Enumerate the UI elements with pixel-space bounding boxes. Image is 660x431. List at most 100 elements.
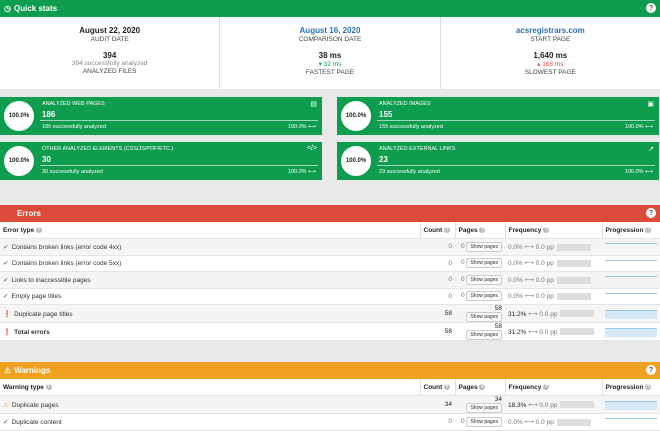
card-other-elements[interactable]: 100.0% OTHER ANALYZED ELEMENTS (CSS/JS/P… <box>0 142 322 180</box>
errors-header: ❗ Errors ? <box>0 205 660 222</box>
quick-stats-title: Quick stats <box>13 4 58 13</box>
col-frequency[interactable]: Frequency ? <box>505 222 603 239</box>
check-icon: ✔ <box>3 276 9 284</box>
show-pages-button[interactable]: Show pages <box>466 312 502 322</box>
warning-icon: ⚠ <box>4 366 12 375</box>
analyzed-files-label: ANALYZED FILES <box>82 68 137 75</box>
show-pages-button[interactable]: Show pages <box>466 416 502 427</box>
progression-sparkline <box>605 276 657 285</box>
progress-circle: 100.0% <box>341 146 371 176</box>
help-icon[interactable]: ? <box>646 365 656 375</box>
table-row[interactable]: ✔ Links to inaccessible pages 0 0 Show pa… <box>0 271 660 289</box>
col-warning-type[interactable]: Warning type ? <box>0 379 421 396</box>
quick-stats-header: ◷ Quick stats ? <box>0 0 660 17</box>
check-icon: ✔ <box>3 243 9 251</box>
errors-header-row: Error type ? Count ? Pages ? Frequency ?… <box>0 222 660 239</box>
col-progression[interactable]: Progression ? <box>602 222 660 239</box>
image-icon: ▣ <box>647 101 654 108</box>
col-frequency[interactable]: Frequency ? <box>505 379 603 396</box>
warnings-title: Warnings <box>14 366 51 375</box>
card-success: 23 successfully analyzed <box>379 169 440 175</box>
errors-title: Errors <box>16 209 41 218</box>
stats-col-middle: August 16, 2020 COMPARISON DATE 38 ms ▾ … <box>220 17 441 89</box>
progression-sparkline <box>605 328 657 337</box>
show-pages-button[interactable]: Show pages <box>466 258 502 269</box>
warning-icon: ⚠ <box>3 401 9 409</box>
code-icon: </> <box>306 145 317 152</box>
table-row[interactable]: ✔ Duplicate content 0 0 Show pages 0.0% ⟷… <box>0 413 660 431</box>
slowest-page-label: SLOWEST PAGE <box>524 69 576 76</box>
col-count[interactable]: Count ? <box>420 222 456 239</box>
table-row[interactable]: ✔ Contains broken links (error code 5xx) … <box>0 255 660 272</box>
table-row[interactable]: ✔ Contains broken links (error code 4xx) … <box>0 238 660 256</box>
col-count[interactable]: Count ? <box>420 379 456 396</box>
table-row-total[interactable]: ❗ Total errors 58 58 Show pages 31.2% ⟷ 0… <box>0 322 660 341</box>
analyzed-files-count: 394 <box>102 51 117 60</box>
col-progression[interactable]: Progression ? <box>602 379 660 396</box>
table-row[interactable]: ❗ Duplicate page titles 58 58 Show pages … <box>0 304 660 323</box>
start-page-label: START PAGE <box>530 36 571 43</box>
col-error-type[interactable]: Error type ? <box>0 222 421 239</box>
audit-date-label: AUDIT DATE <box>90 36 129 43</box>
card-analyzed-images[interactable]: 100.0% ANALYZED IMAGES 155 155 successfu… <box>337 97 659 135</box>
clock-icon: ◷ <box>4 4 11 13</box>
show-pages-button[interactable]: Show pages <box>466 241 502 252</box>
progress-circle: 100.0% <box>4 101 34 131</box>
show-pages-button[interactable]: Show pages <box>466 274 502 285</box>
comparison-date-label: COMPARISON DATE <box>298 36 362 43</box>
help-icon[interactable]: ? <box>646 208 656 218</box>
fastest-page-delta: ▾ 32 ms <box>318 61 342 68</box>
check-icon: ✔ <box>3 260 9 268</box>
stats-col-right: acsregistrars.com START PAGE 1,640 ms ▴ … <box>441 17 660 89</box>
card-success: 155 successfully analyzed <box>379 124 443 130</box>
show-pages-button[interactable]: Show pages <box>466 403 502 413</box>
card-pct: 100.0% ⟷ <box>624 169 653 175</box>
comparison-date[interactable]: August 16, 2020 <box>299 26 361 35</box>
external-link-icon: ↗ <box>648 146 654 153</box>
table-row[interactable]: ⚠ Duplicate pages 34 34 Show pages 18.3% … <box>0 395 660 414</box>
errors-table: Error type ? Count ? Pages ? Frequency ?… <box>0 222 660 341</box>
progression-sparkline <box>605 243 657 252</box>
card-label: ANALYZED WEB PAGES <box>42 101 105 107</box>
help-icon[interactable]: ? <box>646 3 656 13</box>
card-value: 186 <box>42 110 56 119</box>
progression-sparkline <box>605 259 657 269</box>
progress-circle: 100.0% <box>341 101 371 131</box>
stats-col-left: August 22, 2020 AUDIT DATE 394 394 succe… <box>0 17 221 89</box>
check-icon: ✔ <box>3 418 9 426</box>
table-row[interactable]: ✔ Empty page titles 0 0 Show pages 0.0% ⟷… <box>0 288 660 305</box>
card-analyzed-web-pages[interactable]: 100.0% ANALYZED WEB PAGES 186 186 succes… <box>0 97 322 135</box>
progress-circle: 100.0% <box>4 146 34 176</box>
file-icon: ▤ <box>310 101 317 108</box>
fastest-page-value: 38 ms <box>318 51 342 60</box>
alert-icon: ❗ <box>4 209 14 218</box>
card-value: 23 <box>379 155 388 164</box>
card-label: OTHER ANALYZED ELEMENTS (CSS/JS/PDF/ETC.… <box>42 146 174 152</box>
card-external-links[interactable]: 100.0% ANALYZED EXTERNAL LINKS 23 23 suc… <box>337 142 659 180</box>
fastest-page-label: FASTEST PAGE <box>305 69 355 76</box>
start-page-link[interactable]: acsregistrars.com <box>515 26 585 35</box>
progression-sparkline <box>605 310 657 319</box>
card-value: 155 <box>379 110 393 119</box>
card-pct: 100.0% ⟷ <box>287 169 316 175</box>
col-pages[interactable]: Pages ? <box>455 379 506 396</box>
slowest-page-value: 1,640 ms <box>533 51 568 60</box>
error-icon: ❗ <box>3 328 12 336</box>
show-pages-button[interactable]: Show pages <box>466 291 502 302</box>
card-success: 30 successfully analyzed <box>42 169 103 175</box>
card-success: 186 successfully analyzed <box>42 124 106 130</box>
warnings-header-row: Warning type ? Count ? Pages ? Frequency… <box>0 379 660 396</box>
progression-sparkline <box>605 292 657 302</box>
col-pages[interactable]: Pages ? <box>455 222 506 239</box>
card-label: ANALYZED EXTERNAL LINKS <box>379 146 456 152</box>
check-icon: ✔ <box>3 293 9 301</box>
quick-stats-panel: August 22, 2020 AUDIT DATE 394 394 succe… <box>0 17 660 89</box>
analyzed-files-sub: 394 successfully analyzed <box>71 60 148 67</box>
card-pct: 100.0% ⟷ <box>287 124 316 130</box>
show-pages-button[interactable]: Show pages <box>466 330 502 340</box>
slowest-page-delta: ▴ 168 ms <box>537 61 564 68</box>
card-label: ANALYZED IMAGES <box>379 101 431 107</box>
card-value: 30 <box>42 155 51 164</box>
error-icon: ❗ <box>3 310 12 318</box>
warnings-table: Warning type ? Count ? Pages ? Frequency… <box>0 379 660 431</box>
